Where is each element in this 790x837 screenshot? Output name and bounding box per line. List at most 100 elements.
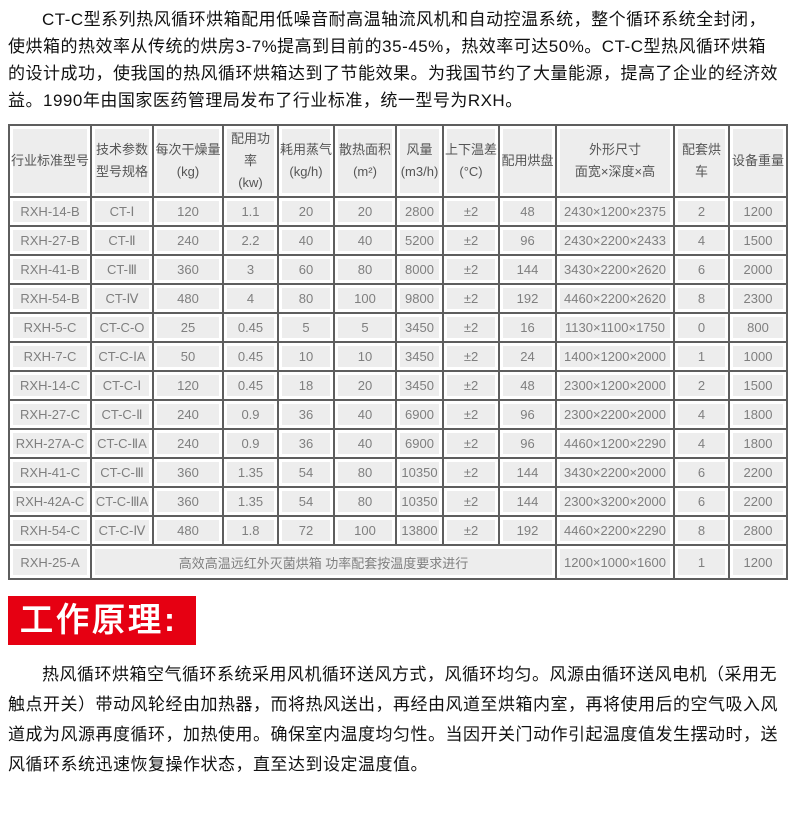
table-cell: 3430×2200×2620 [555,254,675,285]
table-cell: 8 [673,283,730,314]
table-cell: 18 [277,370,335,401]
table-cell: 240 [152,428,224,459]
table-cell-weight: 1200 [728,544,788,580]
table-header-cell: 技术参数 型号规格 [90,124,154,198]
table-cell: 96 [498,399,557,430]
table-cell: 6 [673,457,730,488]
table-cell: 2 [673,370,730,401]
table-cell: ±2 [442,457,500,488]
table-header-cell: 设备重量 [728,124,788,198]
table-cell: 0.9 [222,399,279,430]
table-cell: 10350 [395,486,444,517]
table-header-cell: 耗用蒸气 (kg/h) [277,124,335,198]
table-cell: ±2 [442,196,500,227]
table-cell: 2430×1200×2375 [555,196,675,227]
table-cell: CT-C-ⅠA [90,341,154,372]
table-cell: 120 [152,370,224,401]
table-cell: 8 [673,515,730,546]
table-cell: 3450 [395,370,444,401]
table-header-row: 行业标准型号 技术参数 型号规格 每次干燥量 (kg) 配用功率 (kw) 耗用蒸气 (kg/h… [8,124,788,198]
table-cell: 360 [152,457,224,488]
table-cell: 10 [333,341,397,372]
table-cell: 6900 [395,399,444,430]
spec-table: 行业标准型号 技术参数 型号规格 每次干燥量 (kg) 配用功率 (kw) 耗用蒸气 (kg/h… [8,124,788,580]
table-header-cell: 散热面积 (m²) [333,124,397,198]
table-row: RXH-14-C CT-C-Ⅰ 120 0.45 18 20 3450 ±2 48 2300×12… [8,370,788,401]
intro-paragraph: CT-C型系列热风循环烘箱配用低噪音耐高温轴流风机和自动控温系统，整个循环系统全… [8,10,778,110]
table-cell: 1500 [728,370,788,401]
table-cell: ±2 [442,370,500,401]
table-cell: ±2 [442,399,500,430]
table-row: RXH-41-B CT-Ⅲ 360 3 60 80 8000 ±2 144 3430×2200×2… [8,254,788,285]
table-header-cell: 配用烘盘 [498,124,557,198]
table-cell: 2300×2200×2000 [555,399,675,430]
table-cell: 4460×2200×2620 [555,283,675,314]
table-cell: 1500 [728,225,788,256]
table-cell: 1800 [728,399,788,430]
table-cell: 3450 [395,341,444,372]
table-cell: 1200 [728,196,788,227]
table-cell: RXH-7-C [8,341,92,372]
table-cell: 72 [277,515,335,546]
table-cell: 5 [277,312,335,343]
table-row: RXH-42A-C CT-C-ⅢA 360 1.35 54 80 10350 ±2 144 230… [8,486,788,517]
table-cell: 48 [498,370,557,401]
table-row: RXH-7-C CT-C-ⅠA 50 0.45 10 10 3450 ±2 24 1400×120… [8,341,788,372]
table-cell: 1800 [728,428,788,459]
table-cell: 0.45 [222,341,279,372]
table-cell: CT-Ⅰ [90,196,154,227]
table-cell: RXH-54-B [8,283,92,314]
table-row: RXH-27-B CT-Ⅱ 240 2.2 40 40 5200 ±2 96 2430×2200×… [8,225,788,256]
table-header-cell: 每次干燥量 (kg) [152,124,224,198]
table-cell: 1000 [728,341,788,372]
table-cell: 10350 [395,457,444,488]
table-cell: ±2 [442,283,500,314]
table-row: RXH-5-C CT-C-O 25 0.45 5 5 3450 ±2 16 1130×1100×1… [8,312,788,343]
table-header-cell: 行业标准型号 [8,124,92,198]
table-header-cell: 上下温差 (°C) [442,124,500,198]
table-cell: 1.35 [222,486,279,517]
table-cell-note: 高效高温远红外灭菌烘箱 功率配套按温度要求进行 [90,544,557,580]
table-cell: 54 [277,486,335,517]
table-cell: CT-C-Ⅲ [90,457,154,488]
table-cell: 48 [498,196,557,227]
table-cell: 96 [498,428,557,459]
table-cell: 100 [333,515,397,546]
table-cell: 60 [277,254,335,285]
table-cell: 240 [152,225,224,256]
table-cell: 0.9 [222,428,279,459]
table-row: RXH-54-C CT-C-Ⅳ 480 1.8 72 100 13800 ±2 192 4460×… [8,515,788,546]
table-row: RXH-27-C CT-C-Ⅱ 240 0.9 36 40 6900 ±2 96 2300×220… [8,399,788,430]
table-cell: CT-Ⅳ [90,283,154,314]
table-cell: CT-C-Ⅱ [90,399,154,430]
table-cell: 0.45 [222,312,279,343]
table-cell: 2430×2200×2433 [555,225,675,256]
table-cell: 2300×1200×2000 [555,370,675,401]
table-cell: 4 [673,225,730,256]
table-cell: 2 [673,196,730,227]
table-cell: ±2 [442,341,500,372]
table-cell: 2300×3200×2000 [555,486,675,517]
table-cell: 2000 [728,254,788,285]
table-cell-model: RXH-25-A [8,544,92,580]
table-cell: RXH-27-B [8,225,92,256]
table-cell: 1130×1100×1750 [555,312,675,343]
table-cell: RXH-14-B [8,196,92,227]
table-cell: 2800 [395,196,444,227]
table-cell: ±2 [442,486,500,517]
table-cell: RXH-42A-C [8,486,92,517]
table-cell: 6 [673,254,730,285]
table-cell: ±2 [442,225,500,256]
table-cell: ±2 [442,312,500,343]
table-cell: 120 [152,196,224,227]
table-cell: 80 [333,486,397,517]
table-cell: 40 [333,399,397,430]
table-cell: 0 [673,312,730,343]
table-row: RXH-54-B CT-Ⅳ 480 4 80 100 9800 ±2 192 4460×2200×… [8,283,788,314]
table-cell: 800 [728,312,788,343]
table-cell: 2200 [728,486,788,517]
table-cell: 4 [673,399,730,430]
table-cell: 240 [152,399,224,430]
table-cell: 16 [498,312,557,343]
table-cell: 3430×2200×2000 [555,457,675,488]
